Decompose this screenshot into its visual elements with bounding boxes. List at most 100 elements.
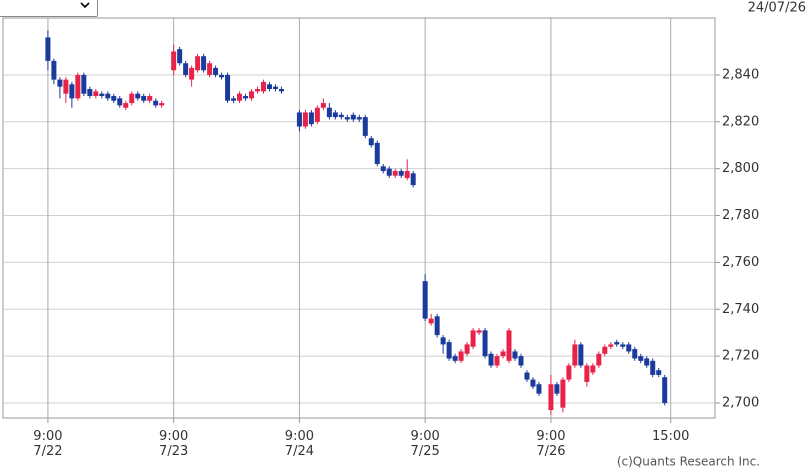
candle-body — [428, 318, 434, 324]
candle-body — [584, 365, 590, 382]
candle-body — [69, 84, 75, 99]
candle-body — [614, 342, 620, 345]
candle-body — [560, 379, 566, 408]
plot-area — [2, 17, 716, 419]
candle-body — [506, 330, 512, 361]
candle-body — [482, 330, 488, 357]
x-tick-label: 9:00 7/24 — [284, 429, 314, 459]
y-tick-label: 2,800 — [722, 161, 759, 176]
candle-body — [434, 316, 440, 336]
candle-body — [488, 353, 494, 366]
candle-body — [446, 342, 452, 359]
candle-body — [320, 103, 326, 108]
candle-body — [650, 360, 656, 375]
candle-body — [590, 365, 596, 373]
candle-body — [644, 358, 650, 366]
candle-body — [458, 351, 464, 361]
candle-body — [374, 142, 380, 164]
candle-body — [153, 100, 159, 106]
candle-body — [219, 74, 225, 78]
candle-body — [207, 63, 213, 75]
candle-body — [602, 346, 608, 354]
candle-body — [470, 330, 476, 347]
candle-body — [344, 117, 350, 120]
candle-body — [249, 91, 255, 99]
candle-body — [260, 81, 266, 92]
y-tick-label: 2,720 — [722, 349, 759, 364]
x-tick-label: 9:00 7/22 — [33, 429, 63, 459]
candle-body — [141, 96, 147, 101]
candle-body — [440, 337, 446, 345]
candle-body — [129, 93, 135, 104]
candle-body — [105, 93, 111, 99]
candle-body — [63, 79, 69, 94]
candle-body — [99, 93, 105, 97]
candle-body — [476, 330, 482, 333]
candle-body — [398, 171, 404, 176]
y-tick-label: 2,840 — [722, 67, 759, 82]
candle-body — [183, 63, 189, 75]
candle-body — [213, 67, 219, 75]
candle-body — [278, 89, 284, 92]
candle-body — [638, 356, 644, 361]
candle-body — [225, 74, 231, 101]
candle-body — [201, 56, 207, 71]
candle-body — [392, 171, 398, 176]
candle-body — [500, 351, 506, 357]
candle-body — [554, 384, 560, 394]
candle-body — [87, 89, 93, 97]
candle-body — [51, 60, 57, 80]
x-tick-label: 9:00 7/26 — [536, 429, 566, 459]
x-tick-label: 15:00 — [651, 429, 690, 444]
candle-body — [422, 281, 428, 319]
candle-body — [243, 96, 249, 99]
x-tick-label: 9:00 7/23 — [159, 429, 189, 459]
candle-body — [195, 56, 201, 71]
candle-body — [350, 114, 356, 120]
candle-body — [548, 384, 554, 411]
candle-body — [524, 372, 530, 380]
candle-body — [596, 353, 602, 366]
candle-body — [512, 351, 518, 359]
candle-body — [572, 344, 578, 366]
period-select[interactable] — [0, 0, 98, 17]
candle-body — [237, 93, 243, 101]
candle-body — [296, 112, 302, 127]
candle-body — [566, 365, 572, 380]
candle-body — [338, 114, 344, 118]
select-arrow — [80, 2, 90, 9]
candle-body — [171, 51, 177, 71]
candle-body — [464, 344, 470, 354]
candle-body — [632, 349, 638, 359]
candle-body — [536, 384, 542, 394]
candle-body — [626, 344, 632, 352]
candle-body — [111, 96, 117, 101]
y-tick-label: 2,780 — [722, 208, 759, 223]
candle-body — [45, 37, 51, 61]
candle-body — [452, 356, 458, 361]
candle-body — [410, 173, 416, 186]
candle-body — [93, 91, 99, 97]
candle-body — [380, 166, 386, 172]
candle-body — [332, 112, 338, 118]
candle-body — [530, 379, 536, 387]
candle-body — [302, 112, 308, 127]
y-tick-label: 2,820 — [722, 114, 759, 129]
candle-body — [266, 84, 272, 90]
candle-body — [326, 107, 332, 118]
credit: (c)Quants Research Inc. — [617, 455, 760, 469]
candle-body — [123, 103, 129, 108]
y-tick-label: 2,700 — [722, 396, 759, 411]
candle-body — [57, 79, 63, 87]
candle-body — [404, 171, 410, 179]
candle-body — [135, 93, 141, 99]
candle-body — [308, 112, 314, 125]
candle-body — [147, 96, 153, 101]
candle-body — [159, 103, 165, 106]
candle-body — [75, 74, 81, 99]
candle-body — [494, 356, 500, 366]
x-tick-label: 9:00 7/25 — [410, 429, 440, 459]
candle-body — [314, 107, 320, 122]
candle-body — [578, 344, 584, 366]
